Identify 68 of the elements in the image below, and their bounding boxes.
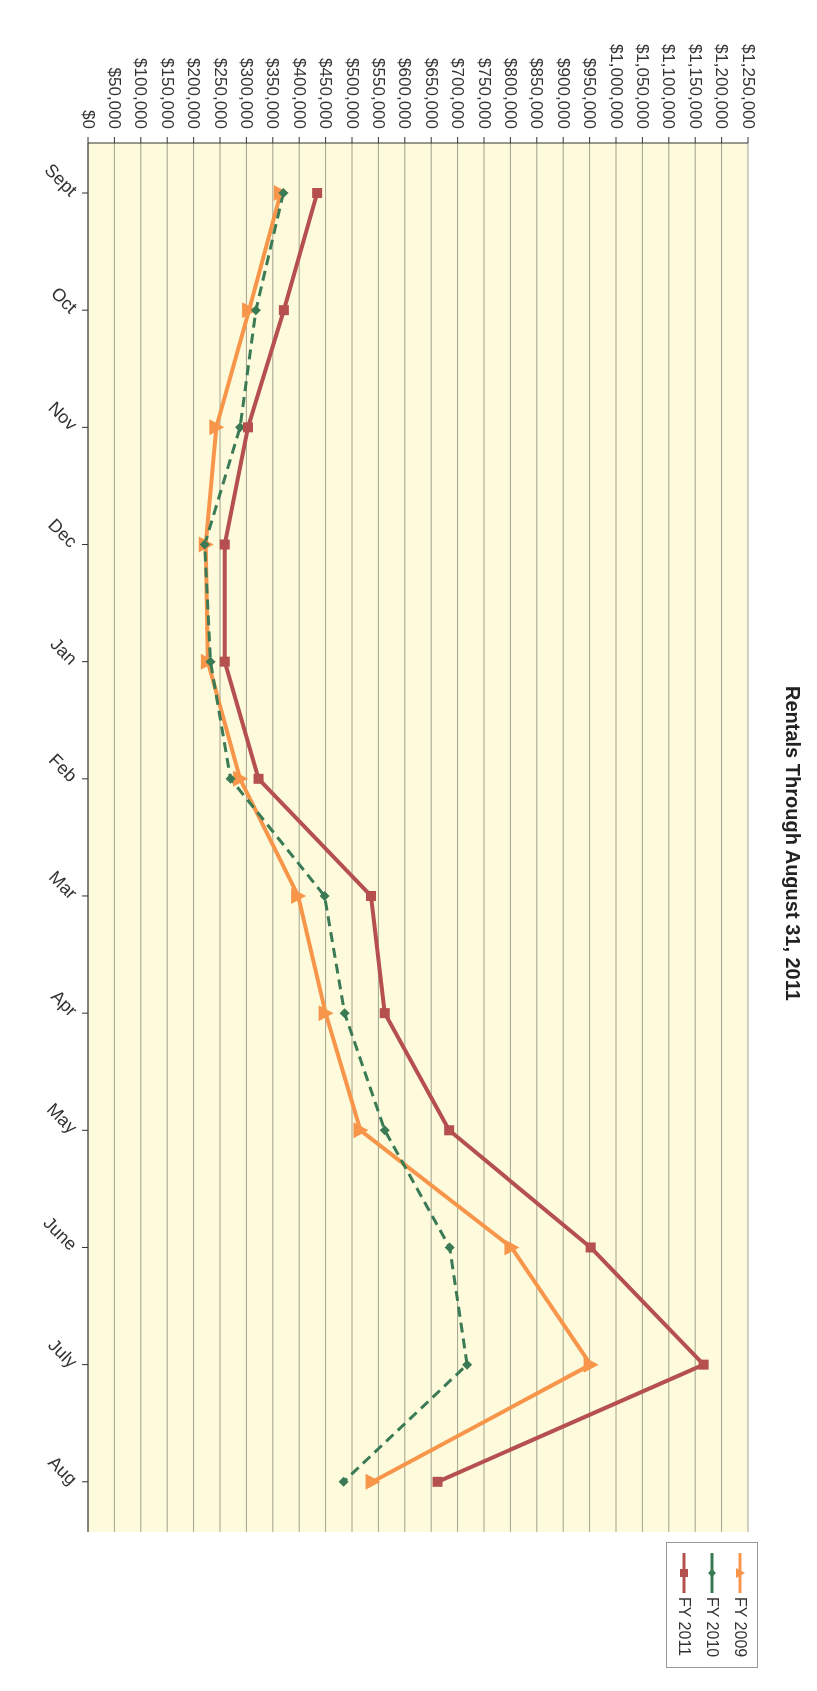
point [444, 1242, 455, 1253]
x-tick-label: $550,000 [368, 58, 388, 129]
point [366, 890, 377, 901]
x-tick-label: $1,100,000 [659, 43, 679, 129]
text: FY 2011 [675, 1596, 693, 1656]
point [585, 1242, 596, 1253]
point [339, 1008, 350, 1019]
y-tick-label: July [44, 1334, 82, 1372]
y-tick-label: Mar [45, 866, 82, 904]
point [209, 419, 225, 436]
x-tick-label: $700,000 [448, 58, 468, 129]
point [233, 770, 249, 787]
point [365, 1473, 381, 1490]
x-tick-label: $950,000 [580, 58, 600, 129]
x-tick-label: $500,000 [342, 58, 362, 129]
point [379, 1008, 390, 1019]
point [583, 1356, 599, 1373]
y-tick-label: May [42, 1099, 82, 1138]
x-tick-label: $100,000 [131, 58, 151, 129]
x-tick-label: $750,000 [474, 58, 494, 129]
y-tick-label: Aug [44, 1452, 82, 1489]
legend-label: FY 2009 [731, 1596, 749, 1657]
x-tick-label: $1,200,000 [712, 43, 732, 129]
point [278, 305, 289, 316]
point [291, 887, 307, 904]
point [462, 1359, 473, 1370]
point [253, 773, 264, 784]
x-tick-label: $900,000 [553, 58, 573, 129]
y-tick-label: Apr [47, 986, 82, 1021]
x-tick-label: $1,000,000 [606, 43, 626, 129]
x-tick-label: $50,000 [104, 67, 124, 129]
y-tick-label: Dec [44, 514, 82, 552]
point [219, 539, 230, 550]
point [250, 305, 261, 316]
point [318, 1005, 334, 1022]
x-tick-label: $250,000 [210, 58, 230, 129]
x-tick-label: $850,000 [527, 58, 547, 129]
x-tick-label: $600,000 [395, 58, 415, 129]
x-tick-label: $1,150,000 [685, 43, 705, 129]
point [698, 1359, 709, 1370]
point [319, 890, 330, 901]
point [444, 1125, 455, 1136]
text: Rentals Through August 31, 2011 [781, 685, 804, 1001]
x-tick-label: $0 [78, 110, 98, 129]
point [312, 188, 323, 198]
x-tick-label: $400,000 [289, 58, 309, 129]
x-tick-label: $1,250,000 [738, 43, 758, 129]
text: FY 2010 [703, 1596, 721, 1657]
point [379, 1125, 390, 1136]
point [504, 1239, 520, 1256]
y-tick-label: Nov [44, 397, 82, 435]
x-tick-label: $650,000 [421, 58, 441, 129]
point [225, 773, 236, 784]
x-tick-label: $1,050,000 [632, 43, 652, 129]
point [432, 1476, 443, 1487]
point [353, 1122, 369, 1139]
x-tick-label: $450,000 [316, 58, 336, 129]
x-tick-label: $800,000 [500, 58, 520, 129]
point [242, 422, 253, 433]
y-tick-label: Jan [46, 634, 82, 669]
x-tick-label: $350,000 [263, 58, 283, 129]
x-tick-label: $200,000 [184, 58, 204, 129]
point [338, 1476, 349, 1487]
x-tick-label: $150,000 [157, 58, 177, 129]
y-tick-label: Oct [47, 283, 82, 318]
x-tick-label: $300,000 [236, 58, 256, 129]
y-tick-label: Feb [44, 749, 82, 786]
point [219, 656, 230, 667]
